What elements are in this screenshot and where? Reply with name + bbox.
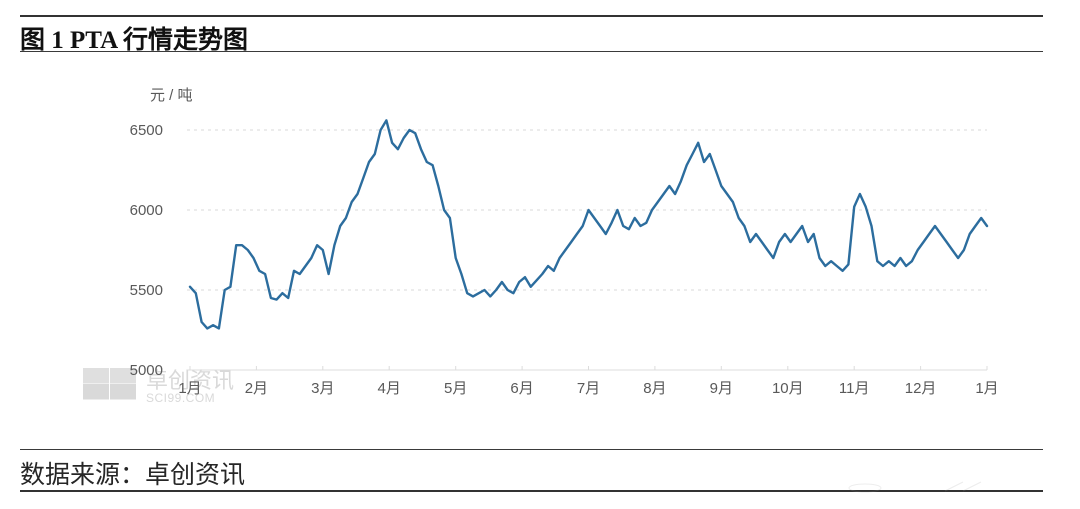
svg-text:5000: 5000	[130, 362, 163, 379]
svg-text:10月: 10月	[772, 380, 804, 397]
svg-text:8月: 8月	[643, 380, 666, 397]
svg-text:11月: 11月	[839, 380, 870, 397]
svg-text:1月: 1月	[178, 380, 201, 397]
svg-text:6500: 6500	[130, 122, 163, 139]
svg-text:6000: 6000	[130, 202, 163, 219]
svg-text:4月: 4月	[378, 380, 401, 397]
svg-text:12月: 12月	[905, 380, 937, 397]
svg-text:元 / 吨: 元 / 吨	[150, 87, 193, 104]
svg-text:5月: 5月	[444, 380, 467, 397]
svg-text:3月: 3月	[311, 380, 334, 397]
svg-text:7月: 7月	[577, 380, 600, 397]
svg-text:6月: 6月	[510, 380, 533, 397]
svg-text:5500: 5500	[130, 282, 163, 299]
svg-text:2月: 2月	[245, 380, 268, 397]
svg-text:9月: 9月	[710, 380, 733, 397]
svg-text:1月: 1月	[975, 380, 998, 397]
